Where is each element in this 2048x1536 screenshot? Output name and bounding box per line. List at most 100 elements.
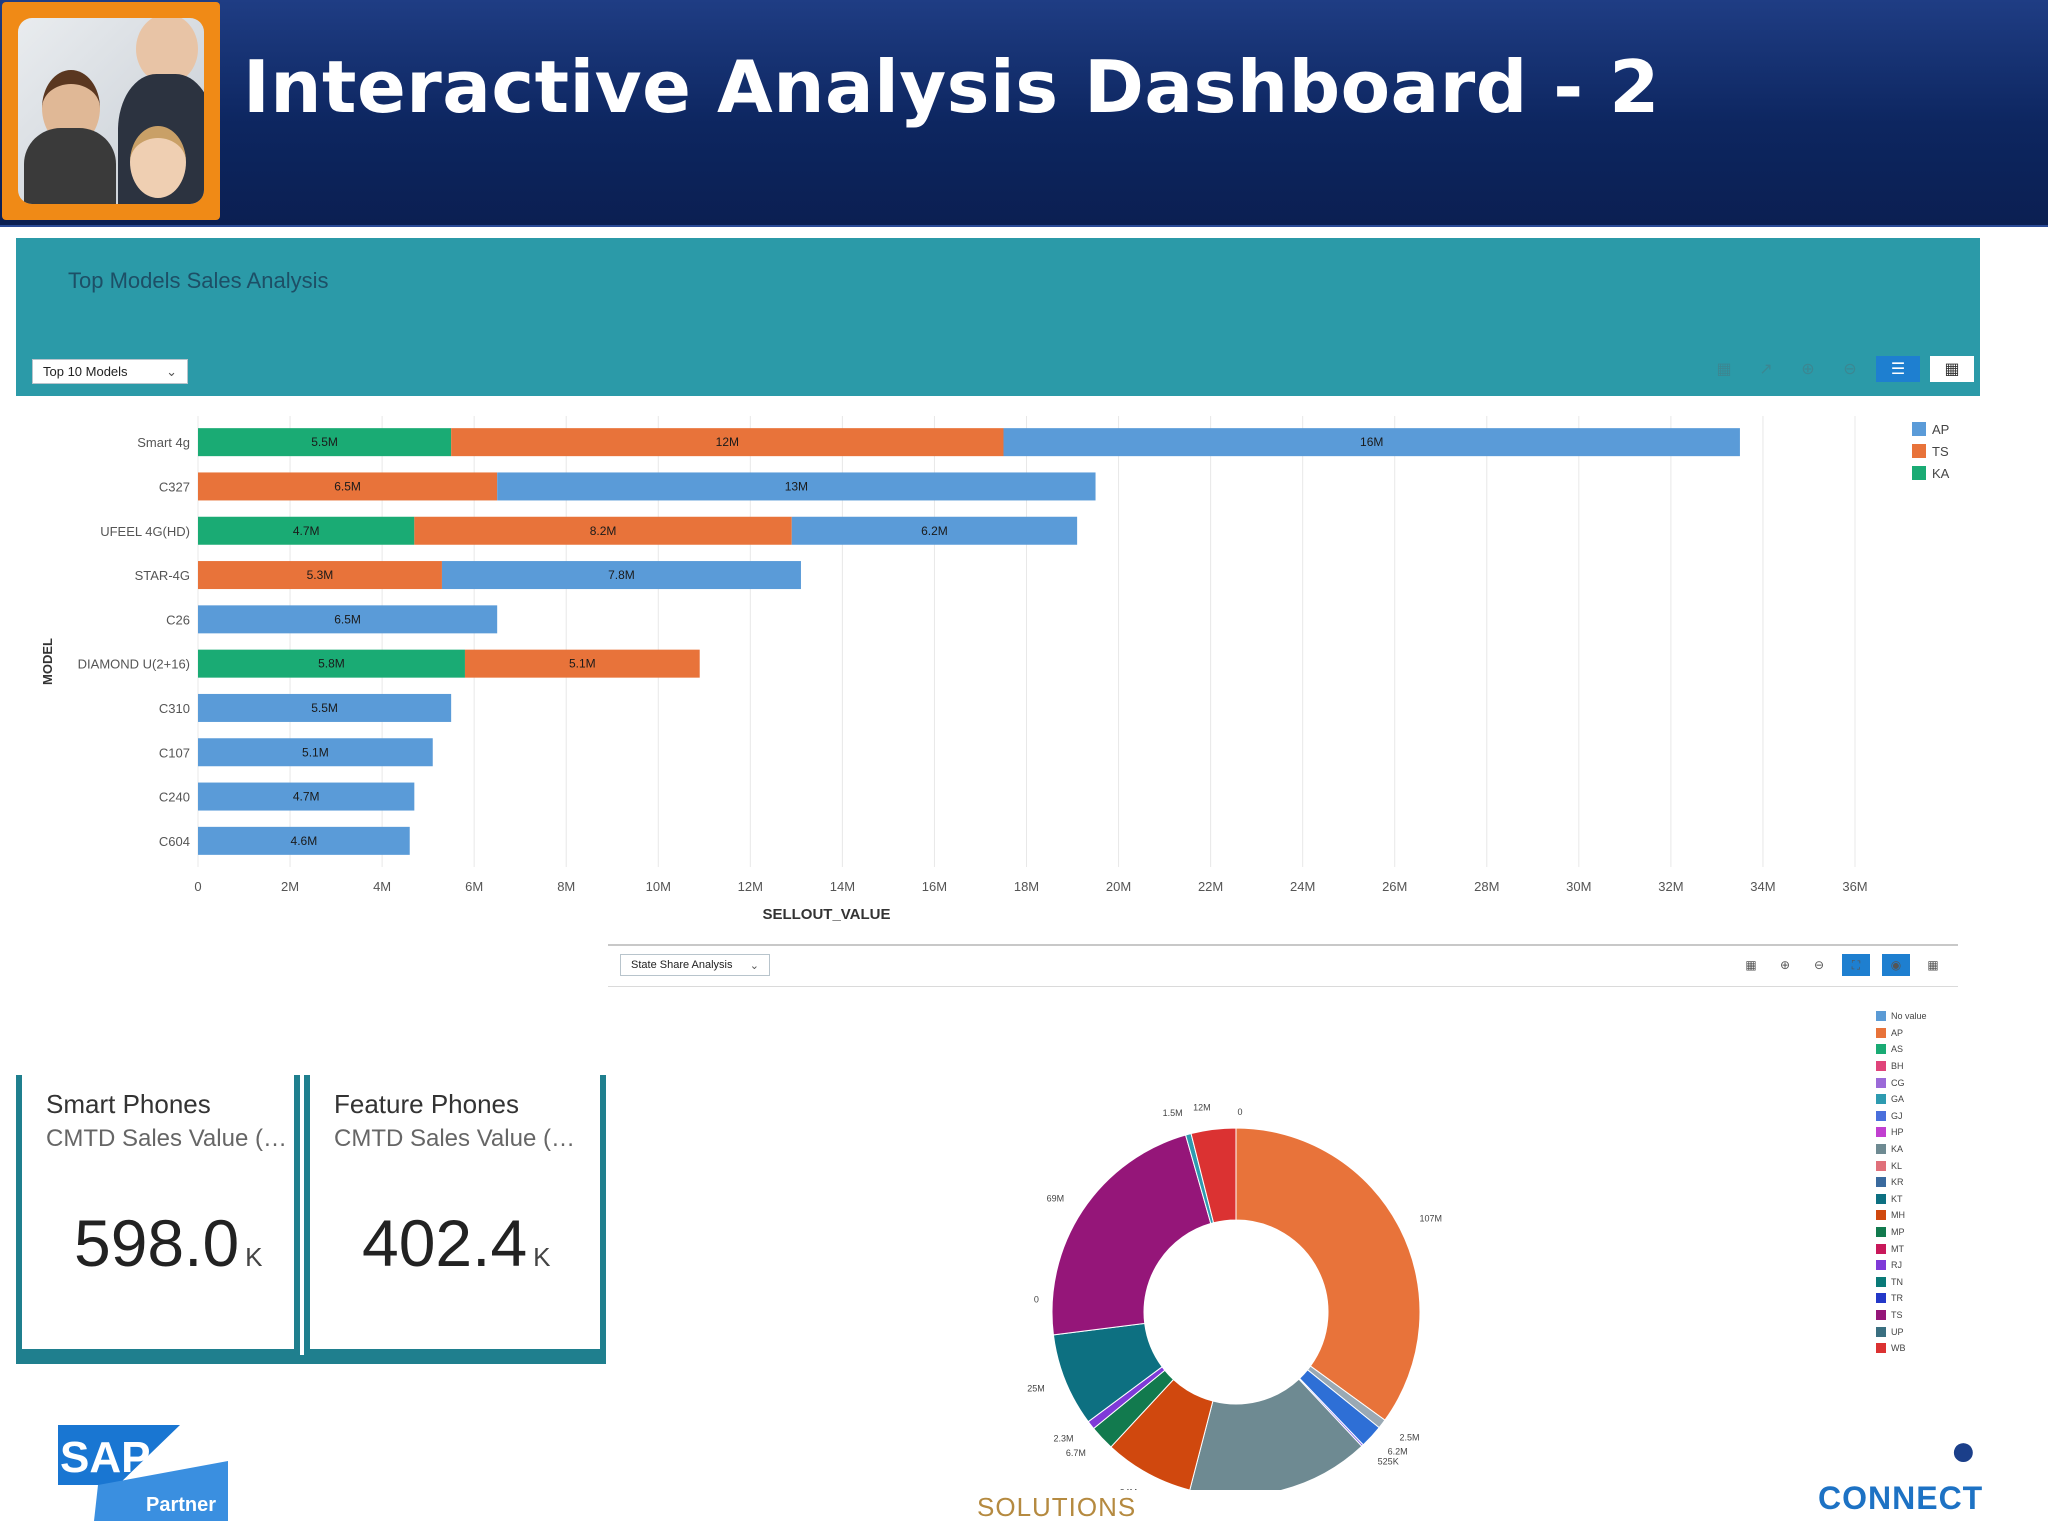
- tile-value: 402.4: [362, 1206, 528, 1280]
- y-category-label: C107: [159, 745, 190, 760]
- bar-segment-ap[interactable]: [791, 516, 1078, 545]
- legend-swatch: [1912, 466, 1926, 480]
- bar-segment-ka[interactable]: [198, 649, 465, 678]
- bar-segment-ka[interactable]: [198, 428, 452, 457]
- legend-item[interactable]: UP: [1876, 1323, 1927, 1340]
- bar-segment-ap[interactable]: [198, 693, 452, 722]
- bar-segment-ts[interactable]: [451, 428, 1004, 457]
- legend-item[interactable]: TN: [1876, 1274, 1927, 1291]
- donut-data-label: 525K: [1378, 1457, 1399, 1467]
- legend-item[interactable]: KR: [1876, 1174, 1927, 1191]
- legend-item[interactable]: TS: [1876, 1307, 1927, 1324]
- legend-swatch: [1876, 1276, 1886, 1287]
- fullscreen-icon[interactable]: ⛶: [1842, 954, 1870, 976]
- x-tick-label: 18M: [1014, 879, 1039, 894]
- bar-data-label: 5.8M: [318, 657, 345, 671]
- legend-item[interactable]: No value: [1876, 1008, 1927, 1025]
- state-share-dropdown[interactable]: State Share Analysis ⌄: [620, 954, 770, 976]
- legend-swatch: [1876, 1227, 1886, 1238]
- donut-slice-ap[interactable]: [1235, 1127, 1421, 1421]
- donut-slice-ka[interactable]: [1189, 1378, 1363, 1490]
- legend-label: TR: [1891, 1293, 1903, 1304]
- bar-segment-ts[interactable]: [198, 561, 442, 590]
- legend-swatch: [1876, 1094, 1886, 1105]
- x-tick-label: 22M: [1198, 879, 1223, 894]
- legend-label: AS: [1891, 1044, 1904, 1055]
- bar-segment-ap[interactable]: [497, 472, 1096, 501]
- bar-segment-ap[interactable]: [441, 561, 801, 590]
- tile-value-wrap: 598.0 K: [74, 1205, 263, 1281]
- legend-item[interactable]: GA: [1876, 1091, 1927, 1108]
- table-view-icon[interactable]: ▦: [1930, 356, 1974, 382]
- donut-zero-label: 0: [1034, 1294, 1039, 1304]
- legend-item[interactable]: BH: [1876, 1058, 1927, 1075]
- zoom-in-icon[interactable]: ⊕: [1801, 361, 1815, 378]
- bar-segment-ts[interactable]: [414, 516, 792, 545]
- bar-segment-ap[interactable]: [198, 826, 410, 855]
- bar-segment-ap[interactable]: [1003, 428, 1740, 457]
- legend-item[interactable]: MP: [1876, 1224, 1927, 1241]
- legend-label: No value: [1891, 1011, 1927, 1022]
- zoom-out-icon[interactable]: ⊖: [1813, 958, 1825, 972]
- x-tick-label: 12M: [738, 879, 763, 894]
- bar-chart: 0 2M 4M 6M 8M 10M 12M 14M 16M 18M 20M 22M 24M 26M 28M 3…: [40, 416, 1950, 923]
- bar-segment-ap[interactable]: [198, 605, 498, 634]
- zoom-in-icon[interactable]: ⊕: [1779, 958, 1791, 972]
- x-tick-label: 16M: [922, 879, 947, 894]
- legend-item[interactable]: HP: [1876, 1124, 1927, 1141]
- legend-label: CG: [1891, 1077, 1905, 1088]
- legend-icon[interactable]: ▦: [1716, 361, 1732, 378]
- legend-item[interactable]: TR: [1876, 1290, 1927, 1307]
- y-category-label: C604: [159, 834, 190, 849]
- chevron-down-icon: ⌄: [749, 959, 759, 972]
- x-tick-label: 24M: [1290, 879, 1315, 894]
- x-tick-label: 10M: [646, 879, 671, 894]
- donut-data-label: 6.2M: [1388, 1446, 1408, 1456]
- selection-icon[interactable]: ↗: [1759, 361, 1773, 378]
- top-models-dropdown[interactable]: Top 10 Models ⌄: [32, 359, 188, 384]
- legend-item[interactable]: AS: [1876, 1041, 1927, 1058]
- table-view-icon[interactable]: ▦: [1927, 958, 1939, 972]
- legend-item[interactable]: CG: [1876, 1074, 1927, 1091]
- donut-data-label: 69M: [1047, 1193, 1065, 1203]
- legend-swatch: [1876, 1193, 1886, 1204]
- legend-item[interactable]: KT: [1876, 1191, 1927, 1208]
- y-category-label: C310: [159, 701, 190, 716]
- legend-item[interactable]: WB: [1876, 1340, 1927, 1357]
- bar-segment-ts[interactable]: [198, 472, 498, 501]
- zoom-out-icon[interactable]: ⊖: [1843, 361, 1857, 378]
- feature-phones-tile[interactable]: Feature Phones CMTD Sales Value (… 402.4…: [304, 1075, 606, 1355]
- donut-view-icon[interactable]: ◉: [1882, 954, 1910, 976]
- legend-swatch: [1876, 1044, 1886, 1055]
- legend-item[interactable]: RJ: [1876, 1257, 1927, 1274]
- bar-data-label: 5.5M: [311, 701, 338, 715]
- dropdown-value: State Share Analysis: [631, 959, 733, 971]
- x-tick-label: 32M: [1658, 879, 1683, 894]
- donut-slice-up[interactable]: [1051, 1134, 1212, 1336]
- legend-label: KL: [1891, 1160, 1903, 1171]
- legend-label: TS: [1891, 1309, 1903, 1320]
- donut-data-label: 24M: [1120, 1488, 1138, 1490]
- donut-data-label: 12M: [1193, 1103, 1211, 1113]
- legend-item[interactable]: KL: [1876, 1157, 1927, 1174]
- legend-item[interactable]: GJ: [1876, 1108, 1927, 1125]
- legend-icon[interactable]: ▦: [1745, 958, 1757, 972]
- bar-chart-view-icon[interactable]: ☰: [1876, 356, 1920, 382]
- legend-label: TS: [1932, 444, 1949, 459]
- legend-label: AP: [1891, 1027, 1904, 1038]
- bar-segment-ap[interactable]: [198, 738, 433, 767]
- bar-data-label: 5.3M: [307, 568, 334, 582]
- y-category-label: Smart 4g: [137, 435, 190, 450]
- legend-item[interactable]: MT: [1876, 1240, 1927, 1257]
- x-axis-title: SELLOUT_VALUE: [762, 906, 890, 923]
- smart-phones-tile[interactable]: Smart Phones CMTD Sales Value (… 598.0 K: [16, 1075, 300, 1355]
- tile-subtitle: CMTD Sales Value (…: [46, 1125, 287, 1152]
- bar-segment-ka[interactable]: [198, 516, 415, 545]
- legend-item[interactable]: MH: [1876, 1207, 1927, 1224]
- legend-item[interactable]: AP: [1876, 1025, 1927, 1042]
- donut-slice-wb[interactable]: [1190, 1127, 1237, 1224]
- legend-item[interactable]: KA: [1876, 1141, 1927, 1158]
- bar-segment-ap[interactable]: [198, 782, 415, 811]
- bar-segment-ts[interactable]: [464, 649, 700, 678]
- x-tick-label: 8M: [557, 879, 575, 894]
